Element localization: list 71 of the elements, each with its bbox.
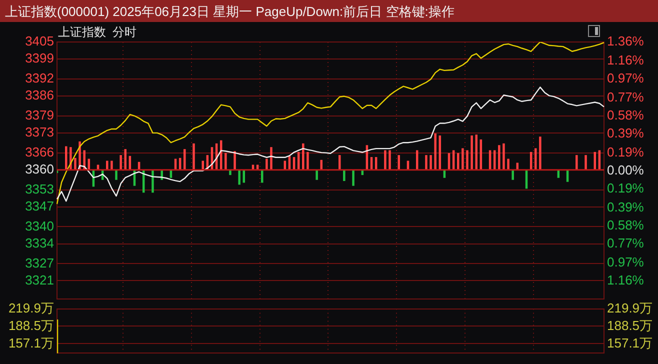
bar (498, 145, 500, 170)
y-tick-label: 3379 (25, 107, 54, 122)
y2-tick-label: 0.77% (607, 235, 644, 250)
bar (224, 153, 227, 170)
y-tick-label: 3353 (25, 181, 54, 196)
bar (343, 170, 346, 182)
bar (398, 155, 400, 170)
bar (507, 158, 510, 170)
bar (238, 170, 240, 185)
bar (584, 155, 587, 170)
y2-tick-label: 0.97% (607, 70, 644, 86)
bar (434, 133, 436, 170)
y-tick-label: 3392 (25, 70, 54, 86)
y2-tick-label: 188.5万 (607, 318, 653, 333)
y2-tick-label: 1.36% (607, 34, 644, 49)
bar (266, 158, 268, 170)
bar (260, 170, 264, 183)
y2-tick-label: 0.00% (607, 162, 644, 178)
y-tick-label: 157.1万 (8, 335, 54, 350)
y-tick-label: 3334 (25, 235, 54, 250)
y-tick-label: 3347 (25, 198, 54, 214)
y2-tick-label: 0.19% (607, 180, 644, 196)
bar (120, 155, 122, 170)
bar (430, 155, 432, 170)
y2-tick-label: 1.16% (607, 272, 644, 288)
y2-tick-label: 219.9万 (607, 300, 653, 316)
bar (115, 170, 118, 180)
y2-tick-label: 0.58% (607, 217, 644, 232)
bar (512, 170, 514, 180)
bar (270, 147, 272, 170)
y-tick-label: 188.5万 (8, 318, 54, 333)
bar (388, 150, 391, 170)
y-tick-label: 3366 (25, 144, 54, 160)
y2-tick-label: 0.19% (607, 144, 644, 160)
chart-subtitle: 上证指数 分时 (58, 24, 137, 41)
bar (316, 170, 318, 180)
bar (192, 143, 195, 170)
y2-tick-label: 0.77% (607, 89, 644, 104)
y2-tick-label: 0.97% (607, 254, 644, 270)
bar (184, 149, 186, 170)
y-tick-label: 3321 (25, 272, 54, 288)
y-tick-label: 3360 (25, 161, 54, 176)
y-tick-label: 3373 (25, 124, 54, 140)
bar (466, 150, 468, 170)
chart-title: 上证指数(000001) 2025年06月23日 星期一 PageUp/Down:前后日 空格键:操作 (5, 3, 454, 21)
bar (74, 158, 76, 170)
y-tick-label: 3405 (25, 34, 54, 49)
bar (462, 148, 464, 170)
bar (302, 143, 304, 170)
bar (470, 135, 473, 170)
y2-tick-label: 1.16% (607, 52, 644, 68)
bar (124, 149, 127, 170)
bar (457, 153, 460, 170)
y2-tick-label: 0.39% (607, 199, 644, 214)
bar (576, 155, 578, 170)
y-tick-label: 219.9万 (8, 300, 54, 316)
y2-tick-label: 157.1万 (607, 335, 653, 350)
bar (475, 134, 478, 170)
y2-tick-label: 0.58% (607, 107, 644, 122)
bar (384, 150, 386, 170)
bar (534, 148, 537, 170)
bar (539, 136, 542, 170)
bar (352, 170, 354, 186)
y-tick-label: 3386 (25, 88, 54, 103)
y-tick-label: 3340 (25, 218, 54, 234)
y-tick-label: 3399 (25, 50, 54, 66)
bar (502, 143, 505, 170)
y2-tick-label: 0.39% (607, 125, 644, 140)
bar (425, 155, 428, 170)
bar (306, 152, 309, 170)
y-tick-label: 3327 (25, 255, 54, 270)
